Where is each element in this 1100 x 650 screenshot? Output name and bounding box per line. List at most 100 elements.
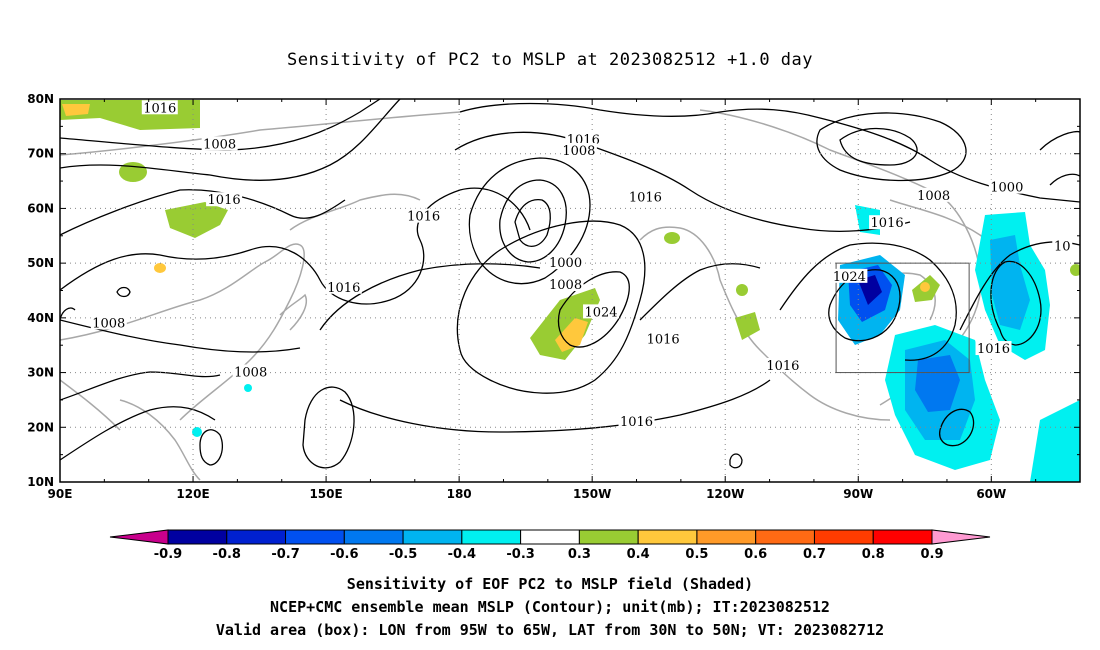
lat-label: 40N xyxy=(27,311,54,325)
caption-line-2: NCEP+CMC ensemble mean MSLP (Contour); u… xyxy=(270,598,830,616)
contour-label-bg xyxy=(645,331,682,346)
contour-label-bg xyxy=(1052,238,1073,253)
colorbar-label: -0.5 xyxy=(389,547,417,562)
contour-label-bg xyxy=(618,413,655,428)
colorbar-label: 0.8 xyxy=(862,547,885,562)
lon-label: 150E xyxy=(309,487,342,501)
contour-label: 1016 xyxy=(871,216,904,231)
contour-label: 1016 xyxy=(327,281,360,296)
contour-label: 1016 xyxy=(766,359,799,374)
shading-negative xyxy=(192,205,1080,482)
colorbar-label: -0.7 xyxy=(271,547,299,562)
lon-label: 180 xyxy=(447,487,472,501)
mslp-contours xyxy=(60,99,1080,469)
lat-label: 20N xyxy=(27,420,54,434)
valid-area-box xyxy=(835,262,970,374)
caption-line-1: Sensitivity of EOF PC2 to MSLP field (Sh… xyxy=(346,575,754,593)
colorbar-label: 0.6 xyxy=(744,547,767,562)
contour-label: 1016 xyxy=(977,342,1010,357)
axis-ticks xyxy=(59,98,1081,483)
lat-label: 10N xyxy=(27,475,54,489)
contour-label: 1000 xyxy=(549,256,582,271)
contour-label: 1016 xyxy=(407,210,440,225)
contour-label: 1008 xyxy=(562,144,595,159)
map-title: Sensitivity of PC2 to MSLP at 2023082512… xyxy=(286,50,813,70)
colorbar-label: -0.8 xyxy=(213,547,241,562)
colorbar-label: 0.5 xyxy=(685,547,708,562)
colorbar-bin xyxy=(578,529,639,545)
colorbar-bin xyxy=(461,529,522,545)
lat-label: 80N xyxy=(27,92,54,106)
colorbar-bin xyxy=(285,529,345,545)
contour-label: 1016 xyxy=(647,333,680,348)
contour-label-bg xyxy=(915,187,952,202)
contour-label-bg xyxy=(627,189,664,204)
contour-label-bg xyxy=(206,192,243,207)
contour-label: 1008 xyxy=(92,316,125,331)
latitude-labels: 80N 70N 60N 50N 40N 30N 20N 10N xyxy=(27,92,54,489)
colorbar-bin xyxy=(813,529,874,545)
colorbar-max-triangle xyxy=(931,529,991,545)
colorbar-label: -0.6 xyxy=(330,547,358,562)
lat-label: 70N xyxy=(27,147,54,161)
contour-labels: 1016 1008 1016 1008 1016 1016 1016 1008 1000 1016… xyxy=(90,100,1073,430)
contour-label-bg xyxy=(975,341,1012,356)
contour-label: 1016 xyxy=(143,101,176,116)
lon-label: 90E xyxy=(48,487,73,501)
contour-label: 1024 xyxy=(833,270,866,285)
colorbar-label: 0.9 xyxy=(920,547,943,562)
contour-label: 1008 xyxy=(203,137,236,152)
contour-label: 1016 xyxy=(629,190,662,205)
contour-label-bg xyxy=(988,179,1025,194)
colorbar-label: -0.3 xyxy=(506,547,534,562)
contour-label: 1024 xyxy=(584,305,617,320)
longitude-labels: 90E 120E 150E 180 150W 120W 90W 60W xyxy=(48,487,1007,501)
lon-label: 120W xyxy=(706,487,744,501)
contour-label-bg xyxy=(325,279,362,294)
colorbar-label: 0.3 xyxy=(568,547,591,562)
lon-label: 60W xyxy=(976,487,1006,501)
colorbar-label: 0.7 xyxy=(803,547,826,562)
contour-label: 1008 xyxy=(917,189,950,204)
colorbar-bin xyxy=(637,529,698,545)
lat-label: 30N xyxy=(27,366,54,380)
caption-line-3: Valid area (box): LON from 95W to 65W, L… xyxy=(215,621,885,639)
colorbar xyxy=(109,529,991,545)
contour-label: 1000 xyxy=(990,181,1023,196)
contour-label-bg xyxy=(141,100,178,115)
lon-label: 120E xyxy=(176,487,209,501)
lon-label: 150W xyxy=(573,487,611,501)
contour-label-bg xyxy=(201,136,238,151)
lat-label: 60N xyxy=(27,201,54,215)
contour-label: 1008 xyxy=(234,366,267,381)
colorbar-label: -0.9 xyxy=(154,547,182,562)
contour-label-bg xyxy=(831,268,868,283)
colorbar-min-triangle xyxy=(109,529,169,545)
contour-label-bg xyxy=(764,358,801,373)
contour-label-bg xyxy=(565,132,602,147)
contour-label-bg xyxy=(869,215,906,230)
colorbar-bin xyxy=(402,529,463,545)
contour-label-bg xyxy=(232,364,269,379)
colorbar-bin xyxy=(520,529,580,545)
lat-label: 50N xyxy=(27,256,54,270)
colorbar-label: 0.4 xyxy=(627,547,650,562)
contour-label-bg xyxy=(583,304,620,319)
contour-label: 10 xyxy=(1054,240,1071,255)
colorbar-bin xyxy=(226,529,287,545)
contour-label-bg xyxy=(405,208,442,223)
colorbar-labels: -0.9 -0.8 -0.7 -0.6 -0.5 -0.4 -0.3 0.3 0.4 0.5 0.6… xyxy=(154,547,944,562)
contour-label-bg xyxy=(547,277,584,292)
contour-label-bg xyxy=(90,315,127,330)
colorbar-bin xyxy=(343,529,404,545)
contour-label: 1008 xyxy=(549,278,582,293)
colorbar-label: -0.4 xyxy=(448,547,476,562)
colorbar-bin xyxy=(167,529,228,545)
colorbar-bin xyxy=(872,529,933,545)
colorbar-bin xyxy=(696,529,757,545)
colorbar-bin xyxy=(755,529,815,545)
contour-label-bg xyxy=(547,255,584,270)
contour-label: 1016 xyxy=(620,415,653,430)
contour-label: 1016 xyxy=(208,193,241,208)
